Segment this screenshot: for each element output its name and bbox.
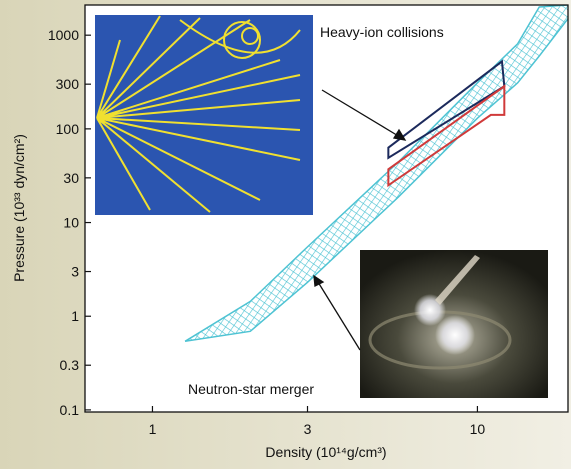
arrows: [313, 89, 407, 351]
y-tick-label: 1000: [48, 27, 79, 43]
arrow: [317, 281, 361, 351]
band-upper: [184, 5, 568, 342]
x-axis-label: Density (10¹⁴g/cm³): [265, 444, 386, 460]
y-axis-label: Pressure (10³³ dyn/cm²): [11, 134, 27, 282]
y-tick-label: 0.3: [60, 357, 80, 373]
y-tick-label: 30: [63, 170, 79, 186]
band-lower: [184, 18, 568, 343]
neutron-star-inset: [360, 250, 548, 398]
annotation: Heavy-ion collisions: [320, 24, 444, 40]
y-tick-label: 100: [56, 121, 80, 137]
x-tick-label: 1: [149, 421, 157, 437]
region: [387, 84, 506, 188]
star: [435, 315, 475, 355]
plot-layer: [184, 5, 568, 343]
y-tick-label: 300: [56, 76, 80, 92]
jet: [435, 255, 480, 305]
tracks: [96, 15, 301, 213]
x-tick-label: 10: [470, 421, 486, 437]
region: [387, 59, 506, 160]
annotation: Neutron-star merger: [188, 381, 314, 397]
heavy-ion-inset: [95, 15, 313, 215]
y-tick-label: 10: [63, 215, 79, 231]
band-area: [185, 5, 568, 342]
band-group: [184, 5, 568, 343]
arrowhead: [392, 128, 407, 141]
arrowhead: [313, 274, 325, 288]
y-tick-label: 0.1: [60, 402, 80, 418]
x-tick-label: 3: [304, 421, 312, 437]
y-tick-label: 3: [71, 264, 79, 280]
y-tick-label: 1: [71, 308, 79, 324]
arrow: [321, 89, 401, 138]
plot-frame: [84, 4, 569, 413]
